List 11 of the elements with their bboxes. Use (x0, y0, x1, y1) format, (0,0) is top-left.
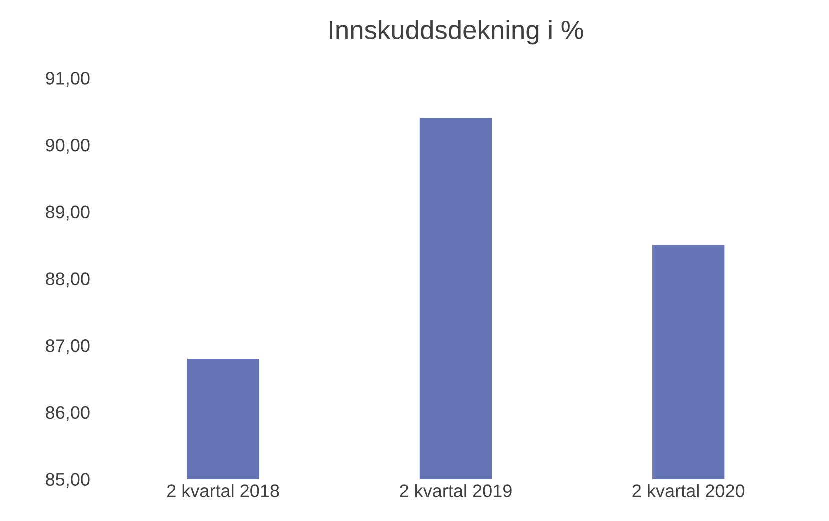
x-tick-label: 2 kvartal 2019 (400, 484, 512, 498)
y-tick-label: 87,00 (46, 340, 90, 354)
y-tick-label: 85,00 (46, 473, 90, 488)
x-tick-label: 2 kvartal 2018 (168, 484, 280, 498)
y-tick-label: 89,00 (46, 206, 90, 221)
x-tick-label: 2 kvartal 2020 (632, 484, 745, 498)
y-tick-label: 91,00 (46, 72, 90, 88)
y-tick-label: 88,00 (46, 272, 90, 288)
y-tick-label: 86,00 (46, 406, 90, 422)
y-tick-label: 90,00 (46, 138, 90, 154)
chart-title: Innskuddsdekning i % (330, 20, 584, 45)
